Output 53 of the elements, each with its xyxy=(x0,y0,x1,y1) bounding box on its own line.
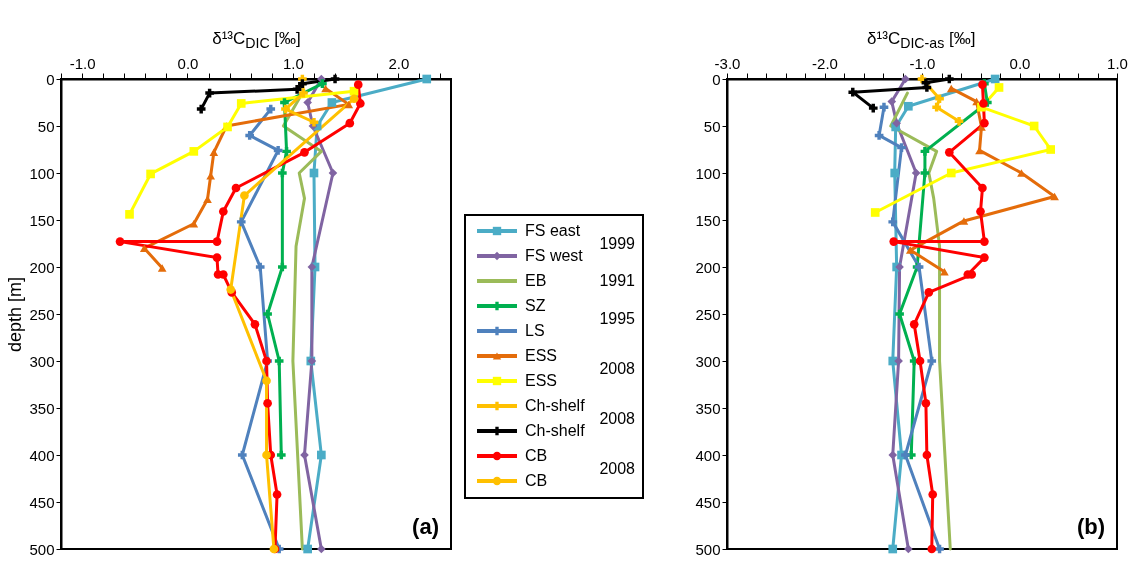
annotation: (a) xyxy=(412,514,439,539)
legend-label: EB xyxy=(525,272,547,289)
annotation: (b) xyxy=(1076,514,1105,539)
text: 1991 xyxy=(599,272,636,289)
x-tick-label: -1.0 xyxy=(69,54,96,72)
y-tick-label: 300 xyxy=(695,352,721,370)
legend-label: SZ xyxy=(525,297,546,314)
y-tick-label: 150 xyxy=(695,211,721,229)
legend-label: ESS xyxy=(525,347,558,364)
x-tick-label: -2.0 xyxy=(812,54,838,72)
y-tick-label: 100 xyxy=(695,164,721,182)
x-tick-label: -3.0 xyxy=(714,54,741,72)
x-tick-label: 0.0 xyxy=(1009,54,1031,72)
y-tick-label: 500 xyxy=(29,540,55,558)
y-tick-label: 400 xyxy=(695,446,721,464)
x-tick-label: 0.0 xyxy=(177,54,199,72)
y-tick-label: 0 xyxy=(46,70,55,88)
y-tick-label: 50 xyxy=(37,117,55,135)
text: 1999 xyxy=(599,234,636,252)
y-tick-label: 450 xyxy=(695,493,721,511)
legend-label: FS west xyxy=(525,247,584,264)
y-tick-label: 350 xyxy=(695,399,721,417)
legend-label: FS east xyxy=(525,222,581,239)
text: 1995 xyxy=(599,309,636,327)
y-tick-label: 350 xyxy=(29,399,55,417)
legend-label: Ch-shelf xyxy=(525,397,586,414)
y-tick-label: 250 xyxy=(29,305,55,323)
legend-label: ESS xyxy=(525,372,558,389)
y-tick-label: 200 xyxy=(695,258,721,276)
y-tick-label: 100 xyxy=(29,164,55,182)
legend-label: Ch-shelf xyxy=(525,422,586,439)
y-tick-label: 400 xyxy=(29,446,55,464)
text: 2008 xyxy=(599,459,636,477)
y-tick-label: 0 xyxy=(712,70,721,88)
y-tick-label: 200 xyxy=(29,258,55,276)
y-tick-label: 50 xyxy=(703,117,721,135)
x-tick-label: 2.0 xyxy=(388,54,410,72)
y-tick-label: 300 xyxy=(29,352,55,370)
x-axis-title: δ¹³C$_{DIC-as}$ [‰] xyxy=(867,28,976,51)
legend-label: CB xyxy=(525,447,548,464)
text: 2008 xyxy=(599,359,636,377)
y-tick-label: 250 xyxy=(695,305,721,323)
x-tick-label: -1.0 xyxy=(909,54,936,72)
x-axis-title: δ¹³C$_{DIC}$ [‰] xyxy=(212,28,301,51)
legend-label: CB xyxy=(525,472,548,489)
y-axis-title: depth [m] xyxy=(5,276,26,353)
legend-label: LS xyxy=(525,322,545,339)
y-tick-label: 500 xyxy=(695,540,721,558)
x-tick-label: 1.0 xyxy=(1107,54,1128,72)
text: 2008 xyxy=(599,409,636,427)
x-tick-label: 1.0 xyxy=(282,54,304,72)
y-tick-label: 150 xyxy=(29,211,55,229)
y-tick-label: 450 xyxy=(29,493,55,511)
